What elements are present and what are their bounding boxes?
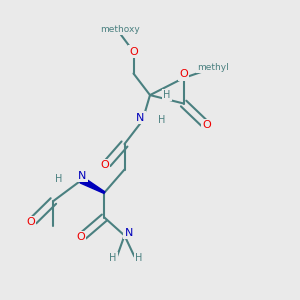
Text: methoxy: methoxy: [100, 25, 140, 34]
Text: H: H: [56, 174, 63, 184]
Text: O: O: [76, 232, 85, 242]
Text: O: O: [202, 120, 211, 130]
Text: H: H: [163, 90, 170, 100]
Text: methyl: methyl: [197, 63, 229, 72]
Text: H: H: [109, 253, 116, 263]
Text: N: N: [136, 112, 144, 123]
Text: H: H: [135, 253, 142, 263]
Text: O: O: [129, 46, 138, 57]
Text: N: N: [78, 171, 86, 181]
Polygon shape: [80, 177, 105, 194]
Text: N: N: [125, 227, 133, 238]
Text: O: O: [100, 160, 109, 170]
Text: O: O: [26, 217, 35, 227]
Text: O: O: [179, 69, 188, 80]
Text: H: H: [158, 115, 165, 125]
